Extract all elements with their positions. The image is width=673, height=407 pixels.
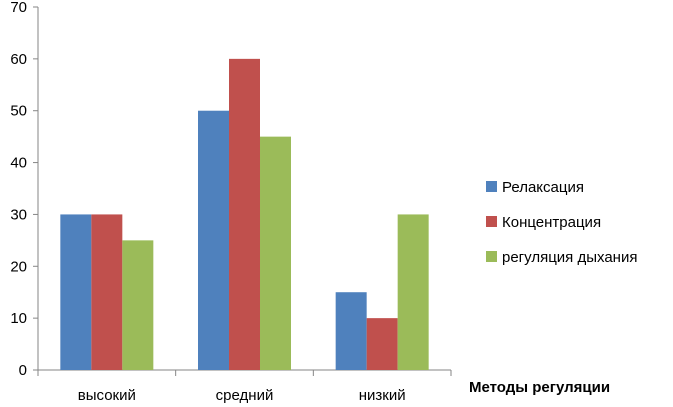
bar: [335, 292, 367, 370]
legend-swatch: [486, 181, 497, 192]
y-tick-label: 0: [19, 362, 27, 379]
y-tick-label: 30: [10, 206, 27, 223]
legend-swatch: [486, 251, 497, 262]
y-tick-label: 70: [10, 0, 27, 16]
bars: [60, 58, 429, 370]
x-axis-title: Методы регуляции: [469, 379, 610, 396]
legend: Релаксация Концентрация регуляция дыхания: [486, 179, 637, 266]
bar: [366, 318, 398, 370]
y-tick-label: 20: [10, 258, 27, 275]
y-axis: 0 10 20 30 40 50 60 70: [10, 0, 39, 379]
x-category-label: высокий: [78, 387, 136, 404]
x-category-label: низкий: [359, 387, 406, 404]
legend-label: Концентрация: [502, 214, 601, 231]
legend-label: Релаксация: [502, 179, 584, 196]
y-tick-label: 40: [10, 155, 27, 172]
x-category-label: средний: [216, 387, 274, 404]
bar: [397, 214, 429, 370]
legend-label: регуляция дыхания: [502, 249, 637, 266]
y-tick-label: 10: [10, 310, 27, 327]
bar: [198, 110, 229, 370]
bar: [60, 214, 92, 370]
y-tick-label: 50: [10, 103, 27, 120]
bar: [122, 240, 154, 370]
x-axis: высокий средний низкий: [37, 369, 452, 404]
legend-swatch: [486, 216, 497, 227]
bar: [260, 136, 291, 370]
y-tick-label: 60: [10, 51, 27, 68]
bar: [229, 58, 260, 370]
bar: [91, 214, 123, 370]
